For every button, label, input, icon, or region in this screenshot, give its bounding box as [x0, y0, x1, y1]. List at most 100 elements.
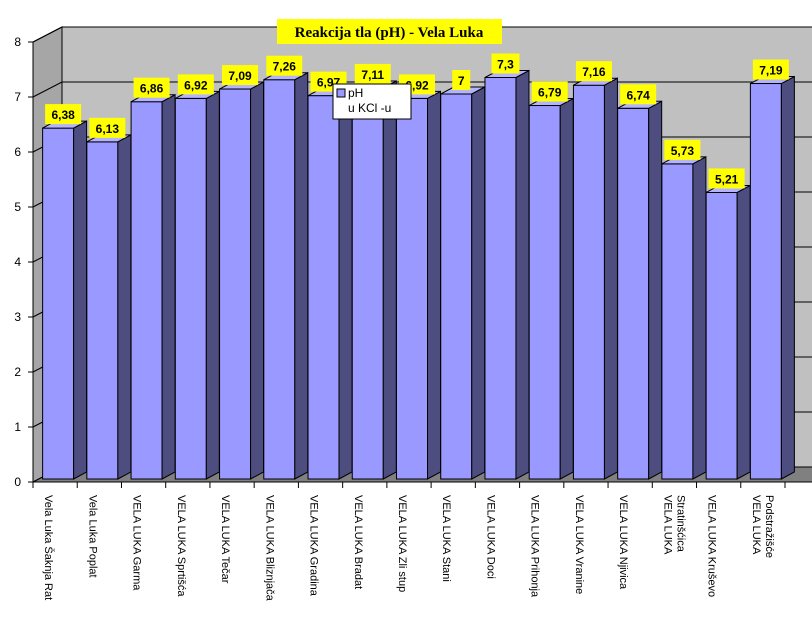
data-label: 6,38 [45, 104, 82, 125]
data-label-text: 7,11 [361, 68, 384, 82]
y-axis: 0 1 2 3 4 5 6 7 8 [14, 35, 34, 489]
bar-side [382, 80, 397, 480]
data-label-background [664, 139, 701, 160]
x-category-label-line: VELA LUKA [661, 495, 673, 555]
bar-front [42, 127, 75, 480]
legend-label: u KCl -u [348, 101, 391, 115]
data-label-text: 5,21 [715, 172, 739, 186]
x-category-label: VELA LUKA Garma [131, 495, 143, 591]
bar-front [174, 97, 207, 480]
bar-front [219, 88, 252, 480]
bar-front [351, 87, 384, 480]
x-category-label-line: VELA LUKA Vranine [573, 495, 585, 594]
x-category-label: VELA LUKA Vranine [573, 495, 585, 594]
bar [749, 75, 795, 480]
data-label-background [354, 63, 391, 84]
data-label: 7 [452, 70, 471, 90]
data-label: 6,79 [531, 81, 568, 102]
data-label-background [266, 55, 303, 76]
bar [263, 71, 309, 480]
y-tick-label: 1 [14, 420, 21, 434]
x-category-label-line: Stratinšćica [674, 495, 686, 553]
data-labels: 6,386,136,86 6,927,097,266,977,116,92 77,3… [45, 53, 789, 189]
data-label-background [752, 59, 789, 80]
bar-side [427, 90, 441, 480]
x-category-label-line: VELA LUKA Gradina [308, 495, 320, 597]
x-category-label: Vela Luka Poplat [86, 495, 98, 578]
bar [617, 100, 663, 480]
data-label: 7,3 [491, 53, 520, 74]
x-category-label: VELA LUKA Stani [440, 495, 452, 582]
bar-front [705, 191, 738, 480]
data-label-text: 6,13 [96, 122, 120, 136]
bar-side [780, 75, 795, 480]
data-label-background [491, 53, 520, 74]
data-label: 5,73 [664, 139, 701, 160]
x-category-label: VELA LUKA Kruševo [706, 495, 718, 597]
data-label: 7,16 [575, 61, 612, 82]
data-label: 5,21 [708, 168, 745, 189]
bar [661, 156, 707, 480]
data-label-background [45, 104, 82, 125]
data-label-text: 6,38 [51, 108, 75, 122]
data-label: 6,13 [89, 117, 126, 138]
x-category-label-line: VELA LUKA Bliznjača [263, 495, 275, 602]
x-category-label-line: VELA LUKA Prihonja [529, 495, 541, 598]
bar-front [484, 77, 517, 480]
bar [484, 69, 530, 480]
data-label: 7,19 [752, 59, 789, 80]
data-label: 7,11 [354, 63, 391, 84]
bar [130, 93, 176, 480]
x-category-label: VELA LUKA Prihonja [529, 495, 541, 598]
x-category-label-line: Podstražišće [763, 495, 775, 558]
x-category-label: VELA LUKA Bliznjača [263, 495, 275, 602]
data-label-text: 7,16 [582, 65, 606, 79]
bar-front [86, 141, 119, 480]
x-axis: Vela Luka Šaknja Rat Vela Luka Poplat VELA… [32, 482, 786, 602]
y-tick-label: 8 [14, 35, 21, 49]
bar-side [515, 69, 530, 480]
data-label-text: 6,92 [184, 78, 208, 92]
chart-title-background [277, 19, 502, 44]
x-category-label: VELA LUKA Bradat [352, 495, 364, 589]
bar-side [692, 156, 707, 480]
y-tick-label: 6 [14, 145, 21, 159]
data-label: 7,09 [222, 65, 259, 86]
bar [174, 90, 220, 480]
x-category-label-line: VELA LUKA [750, 495, 762, 555]
bar [572, 77, 618, 480]
bar-side [161, 93, 176, 480]
data-label-background [89, 117, 126, 138]
data-label-background [177, 74, 214, 95]
data-label: 6,92 [177, 74, 214, 95]
x-category-label: VELA LUKA Stratinšćica [661, 495, 686, 555]
y-tick-label: 3 [14, 310, 21, 324]
bar [440, 86, 486, 480]
bar-front [440, 93, 473, 480]
y-tick-label: 7 [14, 90, 21, 104]
bar [351, 80, 397, 480]
data-label-text: 6,86 [140, 82, 164, 96]
bar-front [661, 163, 694, 480]
x-category-label-line: VELA LUKA Garma [131, 495, 143, 591]
data-label-background [620, 84, 657, 105]
x-category-label-line: VELA LUKA Doci [484, 495, 496, 579]
bar-front [263, 79, 296, 480]
bar-side [559, 97, 574, 480]
bar [396, 90, 441, 480]
x-category-label: VELA LUKA Gradina [308, 495, 320, 597]
bar-front [749, 83, 782, 480]
x-category-label-line: VELA LUKA Tečar [219, 495, 231, 584]
bar-front [617, 107, 650, 480]
bar-side [250, 81, 265, 480]
bar-side [471, 86, 486, 480]
y-tick-label: 5 [14, 200, 21, 214]
chart-title: Reakcija tla (pH) - Vela Luka [277, 19, 502, 44]
x-category-label-line: Vela Luka Šaknja Rat [42, 495, 55, 600]
bar [219, 81, 265, 480]
data-label-text: 7 [458, 74, 465, 88]
data-label-text: 7,09 [228, 69, 252, 83]
bar [307, 87, 353, 480]
legend: pHu KCl -u [332, 83, 412, 120]
x-category-label-line: Vela Luka Poplat [86, 495, 98, 578]
